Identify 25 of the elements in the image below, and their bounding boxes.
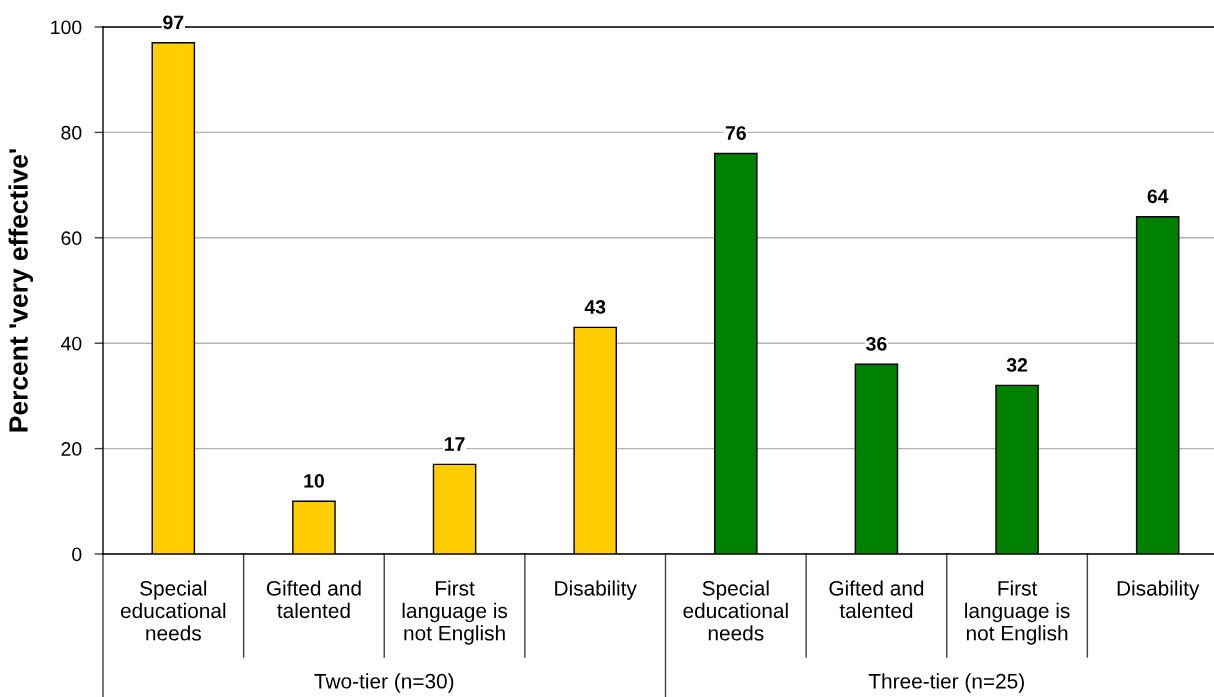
text: Two-tier (n=30) xyxy=(314,673,454,693)
data-label: 43 xyxy=(584,300,606,314)
x-tick-label: Special educational needs xyxy=(120,580,226,641)
data-label: 36 xyxy=(866,336,887,351)
data-label: 10 xyxy=(304,473,324,488)
data-label: 76 xyxy=(725,126,746,140)
x-tick-label: Gifted and talented xyxy=(829,580,924,619)
y-axis-title: Percent 'very effective' xyxy=(8,149,34,432)
y-tick-label: 20 xyxy=(61,442,82,456)
data-label: 97 xyxy=(163,15,184,30)
y-tick-label: 60 xyxy=(61,231,82,246)
text: Three-tier (n=25) xyxy=(868,673,1024,693)
y-tick-label: 80 xyxy=(61,125,82,140)
y-tick-label: 0 xyxy=(72,547,82,562)
data-label: 17 xyxy=(444,437,465,451)
x-tick-label: Disability xyxy=(555,580,637,600)
x-tick-label: First language is not English xyxy=(402,580,508,645)
x-tick-label: Disability xyxy=(1117,580,1200,600)
y-tick-label: 40 xyxy=(60,336,82,351)
x-tick-label: First language is not English xyxy=(965,580,1070,645)
y-tick-label: 100 xyxy=(51,20,82,35)
data-label: 64 xyxy=(1147,189,1169,204)
data-label: 32 xyxy=(1006,358,1028,372)
x-tick-label: Gifted and talented xyxy=(266,580,361,619)
x-tick-label: Special educational needs xyxy=(683,580,788,641)
